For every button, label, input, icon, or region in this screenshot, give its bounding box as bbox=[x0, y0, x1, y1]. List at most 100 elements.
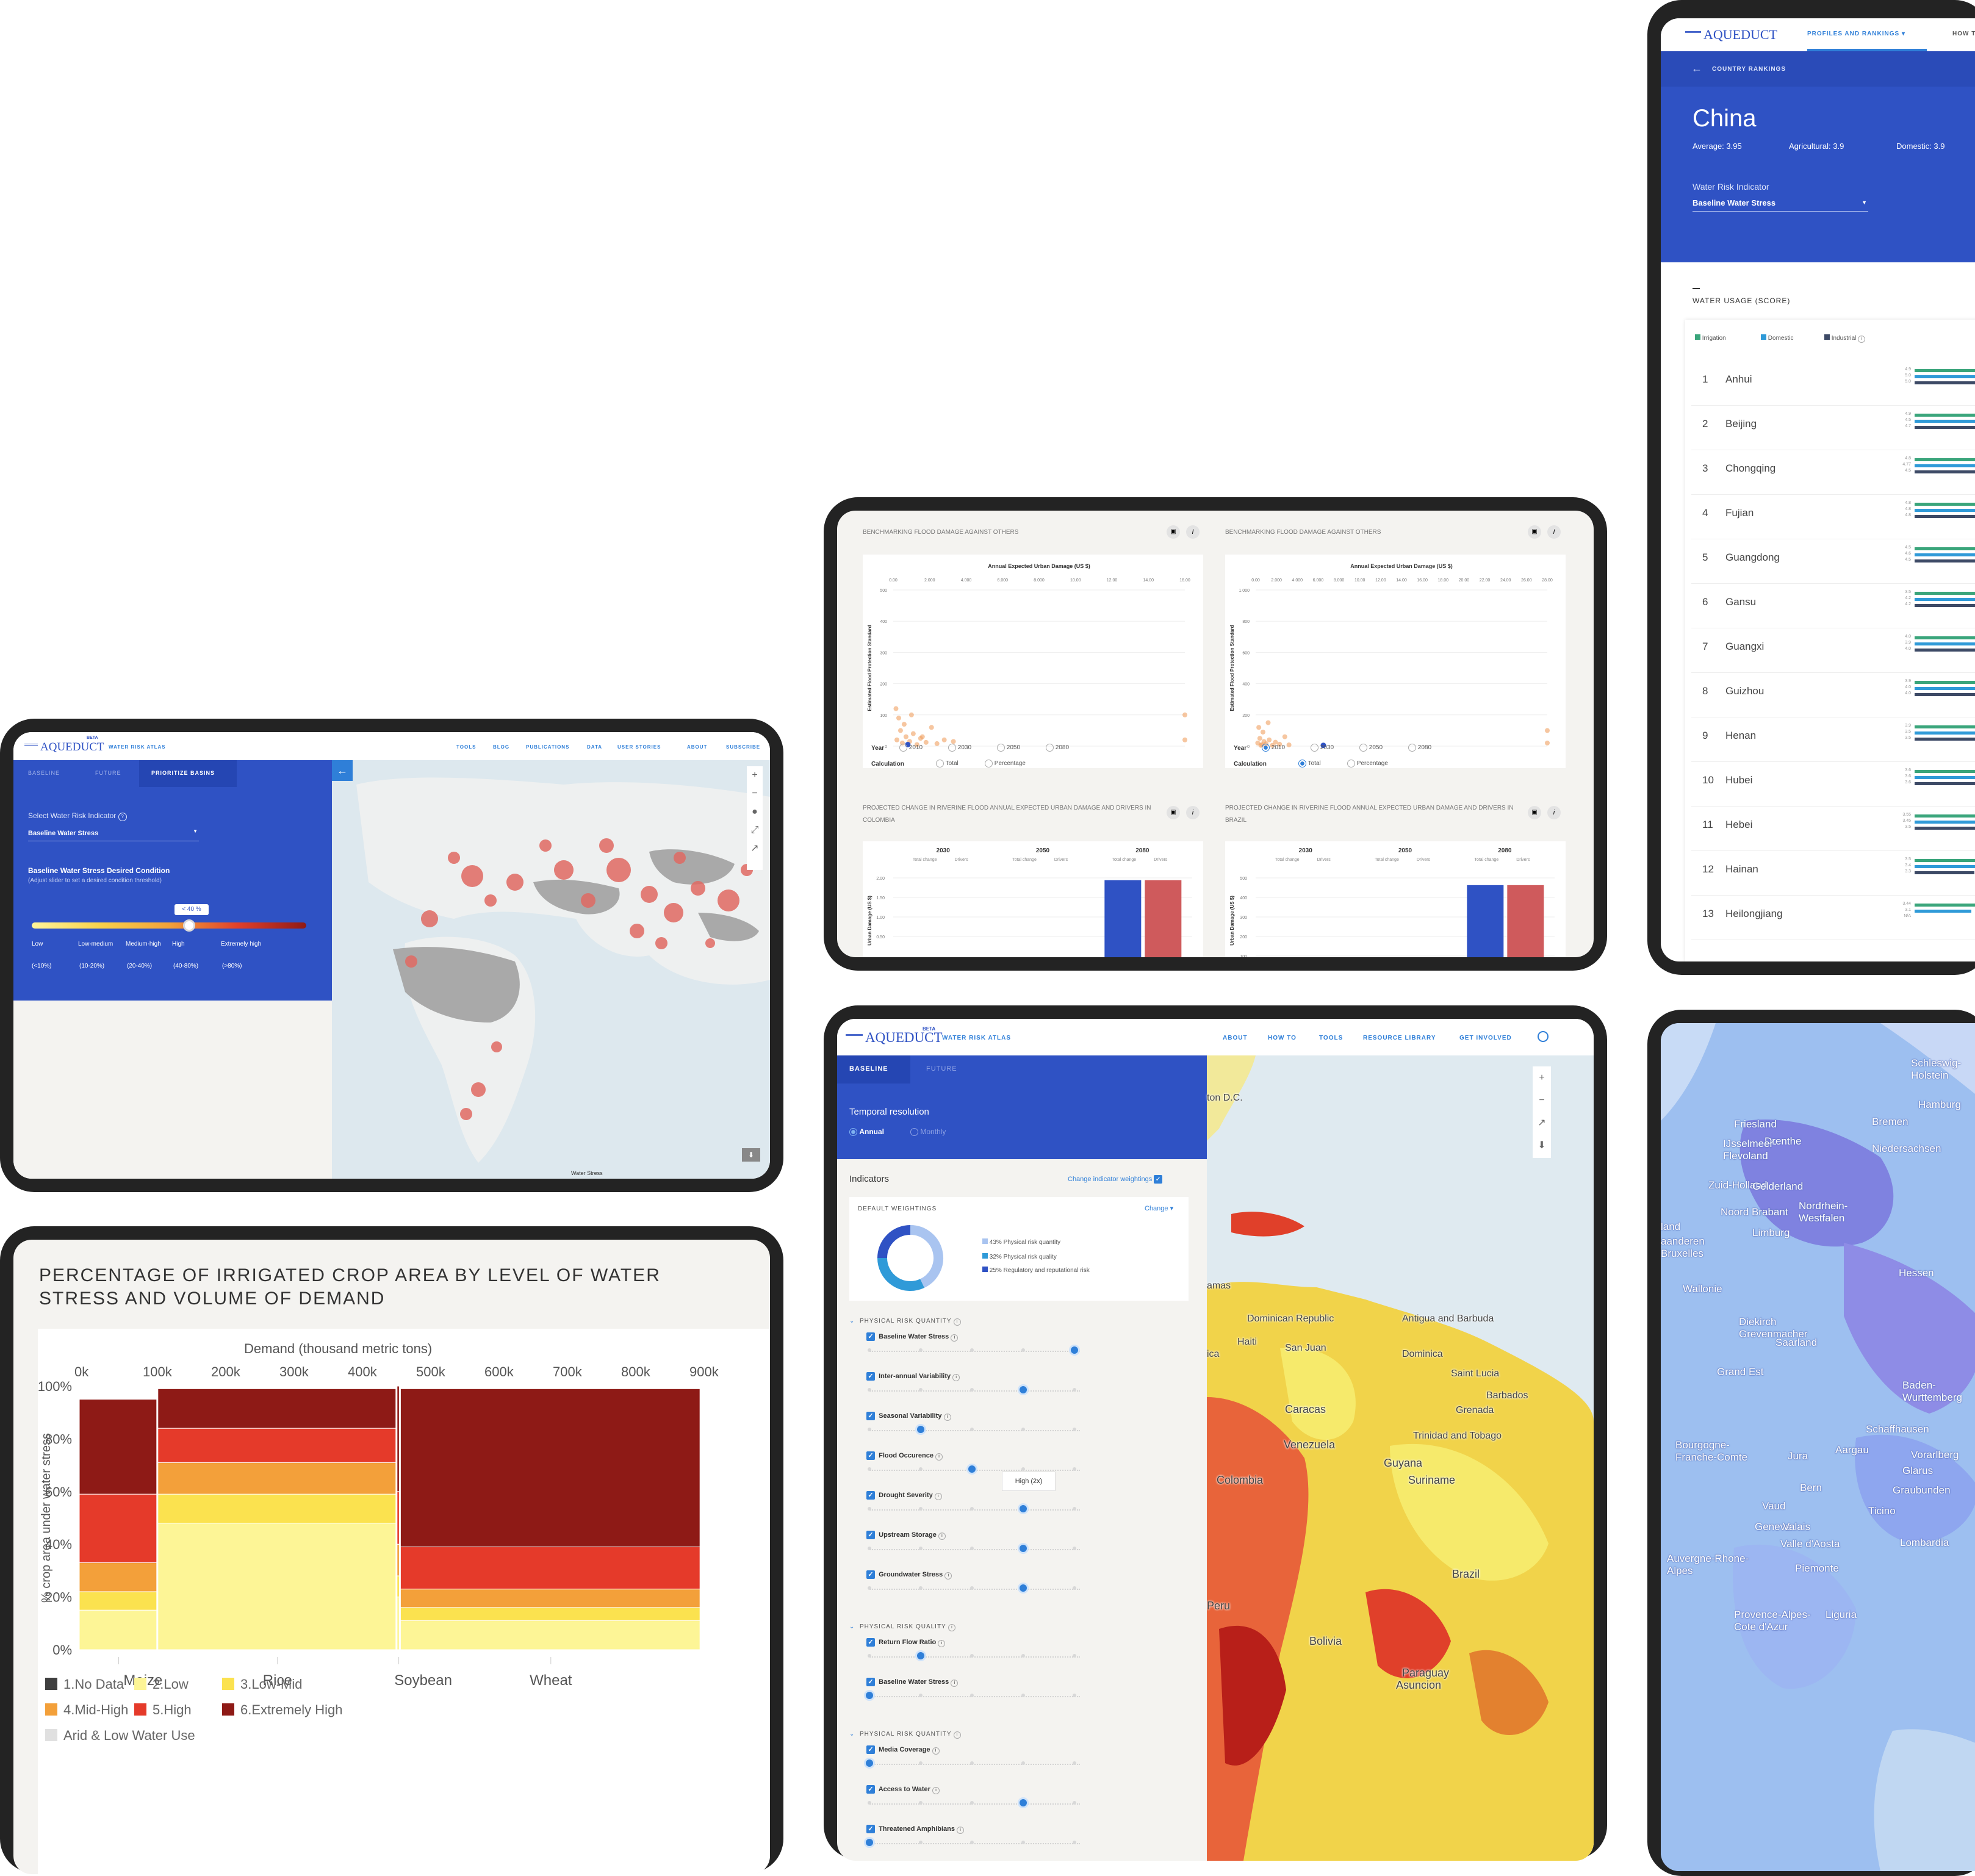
weight-slider-stop[interactable] bbox=[1073, 1694, 1076, 1697]
radio-annual[interactable]: Annual bbox=[849, 1127, 884, 1137]
weight-slider-stop[interactable] bbox=[919, 1547, 923, 1550]
weight-slider-stop[interactable] bbox=[1020, 1505, 1027, 1512]
info-icon[interactable]: i bbox=[935, 1453, 943, 1461]
weight-slider[interactable] bbox=[870, 1351, 1080, 1353]
weight-slider-stop[interactable] bbox=[970, 1654, 974, 1658]
radio-calc-percentage[interactable]: Percentage bbox=[985, 760, 1026, 767]
change-button[interactable]: Change ▾ bbox=[1145, 1205, 1174, 1212]
rank-row[interactable]: 7 Guangxi 4.0 3.9 4.0 bbox=[1691, 628, 1975, 673]
nav-get-involved[interactable]: GET INVOLVED bbox=[1459, 1035, 1512, 1041]
nav-tools[interactable]: TOOLS bbox=[1319, 1035, 1344, 1041]
checkbox-icon[interactable]: ✓ bbox=[866, 1451, 875, 1460]
weight-slider-stop[interactable] bbox=[1073, 1654, 1076, 1658]
info-icon[interactable]: i bbox=[932, 1747, 940, 1755]
weight-slider-stop[interactable] bbox=[868, 1801, 871, 1805]
weight-slider[interactable] bbox=[870, 1509, 1080, 1512]
nav-resource-library[interactable]: RESOURCE LIBRARY bbox=[1363, 1035, 1436, 1041]
weight-slider-stop[interactable] bbox=[868, 1388, 871, 1392]
fullscreen-icon[interactable]: ⤢ bbox=[750, 825, 759, 835]
save-icon[interactable]: ▣ bbox=[1528, 525, 1541, 539]
weight-slider-stop[interactable] bbox=[1073, 1547, 1076, 1550]
radio-year-2080[interactable]: 2080 bbox=[1408, 744, 1431, 752]
info-icon[interactable]: i bbox=[944, 1572, 952, 1580]
radio-calc-percentage[interactable]: Percentage bbox=[1347, 760, 1388, 767]
weight-slider-stop[interactable] bbox=[1073, 1841, 1076, 1844]
info-icon[interactable]: i bbox=[957, 1826, 965, 1834]
weight-slider-stop[interactable] bbox=[868, 1428, 871, 1431]
rank-row[interactable]: 1 Anhui 4.9 5.0 5.0 bbox=[1691, 361, 1975, 406]
weight-slider[interactable] bbox=[870, 1430, 1080, 1432]
weight-slider-stop[interactable] bbox=[1020, 1545, 1027, 1552]
indicator-item[interactable]: ✓ Media Coverage i bbox=[866, 1745, 940, 1755]
indicator-group-title[interactable]: ⌄ PHYSICAL RISK QUALITY i bbox=[849, 1623, 956, 1631]
weight-slider-stop[interactable] bbox=[970, 1388, 974, 1392]
back-subheader[interactable]: ← COUNTRY RANKINGS bbox=[1661, 51, 1975, 87]
nav-how-to[interactable]: HOW TO bbox=[1268, 1035, 1297, 1041]
checkbox-icon[interactable]: ✓ bbox=[866, 1491, 875, 1500]
zoom-out-icon[interactable]: − bbox=[1539, 1095, 1545, 1105]
info-icon[interactable]: i bbox=[1547, 806, 1561, 819]
weight-slider[interactable] bbox=[870, 1803, 1080, 1806]
indicator-item[interactable]: ✓ Access to Water i bbox=[866, 1785, 940, 1794]
weight-slider-stop[interactable] bbox=[866, 1759, 873, 1767]
download-icon[interactable]: ⬇ bbox=[1538, 1140, 1546, 1151]
weight-slider-stop[interactable] bbox=[866, 1692, 873, 1699]
rank-row[interactable]: 2 Beijing 4.9 4.5 4.7 bbox=[1691, 406, 1975, 450]
weight-slider-stop[interactable] bbox=[1073, 1801, 1076, 1805]
info-icon[interactable]: i bbox=[1186, 525, 1200, 539]
radio-year-2030[interactable]: 2030 bbox=[948, 744, 971, 752]
rank-row[interactable]: 10 Hubei 3.6 3.6 3.6 bbox=[1691, 762, 1975, 807]
tab-prioritize-basins[interactable]: PRIORITIZE BASINS bbox=[139, 760, 237, 787]
checkbox-icon[interactable]: ✓ bbox=[866, 1332, 875, 1341]
slider-handle[interactable] bbox=[183, 919, 195, 932]
radio-year-2050[interactable]: 2050 bbox=[1359, 744, 1383, 752]
weight-slider-stop[interactable] bbox=[1020, 1386, 1027, 1393]
weight-slider-stop[interactable] bbox=[919, 1761, 923, 1765]
nav-subscribe[interactable]: SUBSCRIBE bbox=[726, 744, 761, 750]
rank-row[interactable]: 8 Guizhou 3.9 4.0 4.0 bbox=[1691, 673, 1975, 717]
weight-slider-stop[interactable] bbox=[1021, 1654, 1025, 1658]
weight-slider-stop[interactable] bbox=[970, 1694, 974, 1697]
weight-slider-stop[interactable] bbox=[970, 1507, 974, 1511]
weight-slider-stop[interactable] bbox=[1020, 1799, 1027, 1806]
weight-slider-stop[interactable] bbox=[917, 1426, 924, 1433]
radio-year-2050[interactable]: 2050 bbox=[997, 744, 1020, 752]
radio-year-2010[interactable]: 2010 bbox=[899, 744, 923, 752]
radio-calc-total[interactable]: Total bbox=[1298, 760, 1321, 767]
weight-slider-stop[interactable] bbox=[1021, 1694, 1025, 1697]
radio-calc-total[interactable]: Total bbox=[936, 760, 959, 767]
weight-slider-stop[interactable] bbox=[868, 1547, 871, 1550]
collapse-sidebar-button[interactable]: ← bbox=[332, 760, 353, 781]
weight-slider-stop[interactable] bbox=[1073, 1507, 1076, 1511]
indicator-item[interactable]: ✓ Baseline Water Stress i bbox=[866, 1332, 959, 1342]
weight-slider-stop[interactable] bbox=[1021, 1348, 1025, 1352]
condition-slider[interactable] bbox=[32, 922, 306, 929]
weight-slider-stop[interactable] bbox=[868, 1654, 871, 1658]
weight-slider-stop[interactable] bbox=[1021, 1841, 1025, 1844]
nav-tools[interactable]: TOOLS bbox=[456, 744, 477, 750]
rank-row[interactable]: 6 Gansu 3.5 4.2 4.2 bbox=[1691, 584, 1975, 628]
weight-slider[interactable] bbox=[870, 1390, 1080, 1393]
info-icon[interactable]: i bbox=[1547, 525, 1561, 539]
tab-future[interactable]: FUTURE bbox=[926, 1065, 957, 1073]
weight-slider-stop[interactable] bbox=[868, 1507, 871, 1511]
weight-slider-stop[interactable] bbox=[1071, 1346, 1078, 1354]
info-icon[interactable]: i bbox=[938, 1532, 946, 1540]
weight-slider-stop[interactable] bbox=[919, 1694, 923, 1697]
info-icon[interactable]: i bbox=[1186, 806, 1200, 819]
weight-slider-stop[interactable] bbox=[1021, 1467, 1025, 1471]
rank-row[interactable]: 9 Henan 3.9 3.5 3.5 bbox=[1691, 717, 1975, 762]
info-icon[interactable]: i bbox=[948, 1624, 956, 1631]
weight-slider[interactable] bbox=[870, 1764, 1080, 1766]
zoom-in-icon[interactable]: + bbox=[1539, 1073, 1545, 1083]
nav-about[interactable]: ABOUT bbox=[687, 744, 708, 750]
save-icon[interactable]: ▣ bbox=[1528, 806, 1541, 819]
checkbox-icon[interactable]: ✓ bbox=[866, 1678, 875, 1686]
change-weightings-link[interactable]: Change indicator weightings ✓ bbox=[1068, 1175, 1163, 1184]
info-icon[interactable]: i bbox=[951, 1334, 959, 1342]
info-icon[interactable]: i bbox=[938, 1639, 946, 1647]
world-map[interactable]: ← + − ● ⤢ ↗ ⬇ Water Stress bbox=[332, 760, 770, 1179]
rank-row[interactable]: 4 Fujian 4.8 4.8 4.8 bbox=[1691, 495, 1975, 539]
weight-slider-stop[interactable] bbox=[868, 1586, 871, 1590]
indicator-item[interactable]: ✓ Baseline Water Stress i bbox=[866, 1678, 959, 1687]
